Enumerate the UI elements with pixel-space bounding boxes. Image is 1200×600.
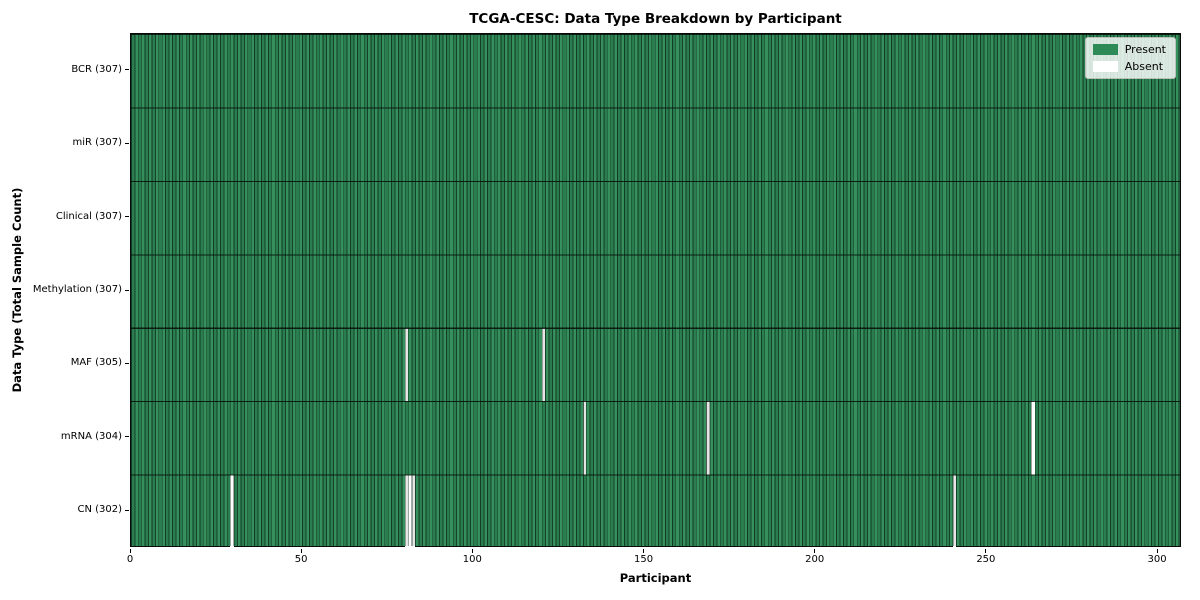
y-tick-label: BCR (307) bbox=[71, 63, 122, 75]
x-tick-label: 200 bbox=[805, 554, 825, 565]
legend-swatch-present-icon bbox=[1092, 44, 1118, 55]
x-tick-label: 50 bbox=[294, 554, 308, 565]
row-boundary-lines bbox=[131, 34, 1180, 546]
x-axis-label: Participant bbox=[619, 571, 692, 585]
y-tick-mark bbox=[125, 289, 129, 291]
absent-cell bbox=[404, 327, 409, 402]
y-tick-mark bbox=[125, 509, 129, 511]
heatmap-plot-area: Present Absent bbox=[130, 33, 1181, 548]
absent-cell bbox=[404, 474, 409, 548]
absent-cell bbox=[411, 474, 416, 548]
x-tick-mark bbox=[814, 548, 816, 553]
legend-label: Present bbox=[1124, 43, 1166, 56]
y-tick-label: miR (307) bbox=[72, 137, 122, 149]
absent-cell bbox=[582, 401, 587, 475]
y-tick-label: Clinical (307) bbox=[55, 210, 122, 222]
absent-cell bbox=[541, 327, 546, 402]
cell-edge-stripes bbox=[131, 34, 1180, 546]
legend-entry: Absent bbox=[1092, 60, 1166, 73]
absent-cell bbox=[230, 474, 234, 548]
x-tick-mark bbox=[129, 548, 131, 553]
legend: Present Absent bbox=[1084, 37, 1176, 79]
legend-swatch-absent-icon bbox=[1092, 61, 1118, 72]
x-tick-mark bbox=[985, 548, 987, 553]
legend-label: Absent bbox=[1124, 60, 1164, 73]
x-tick-mark bbox=[643, 548, 645, 553]
x-tick-mark bbox=[471, 548, 473, 553]
chart-title: TCGA-CESC: Data Type Breakdown by Partic… bbox=[469, 11, 842, 27]
y-tick-mark bbox=[125, 142, 129, 144]
absent-cell bbox=[706, 401, 710, 475]
y-tick-mark bbox=[125, 69, 129, 71]
x-tick-label: 300 bbox=[1147, 554, 1167, 565]
x-tick-label: 150 bbox=[633, 554, 654, 565]
absent-cell bbox=[1031, 401, 1035, 475]
absent-cell bbox=[952, 474, 957, 548]
y-tick-label: MAF (305) bbox=[70, 357, 122, 369]
legend-entry: Present bbox=[1092, 43, 1166, 56]
x-tick-label: 100 bbox=[462, 554, 482, 565]
x-tick-label: 0 bbox=[126, 554, 134, 565]
absent-cells-layer bbox=[131, 34, 1180, 548]
absent-cell bbox=[408, 474, 412, 548]
x-tick-mark bbox=[1156, 548, 1158, 553]
y-tick-mark bbox=[125, 216, 129, 218]
x-tick-label: 250 bbox=[976, 554, 996, 565]
y-tick-label: CN (302) bbox=[77, 504, 122, 516]
y-tick-label: mRNA (304) bbox=[60, 430, 122, 442]
x-tick-mark bbox=[300, 548, 302, 553]
y-tick-label: Methylation (307) bbox=[32, 284, 122, 295]
y-tick-mark bbox=[125, 362, 129, 364]
y-tick-mark bbox=[125, 436, 129, 438]
